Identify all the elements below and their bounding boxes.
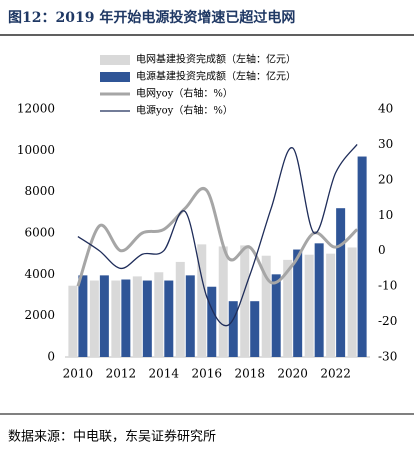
bar bbox=[326, 253, 336, 357]
y-tick-label: 10000 bbox=[17, 143, 55, 157]
bar bbox=[283, 259, 293, 357]
legend-label: 电源基建投资完成额（左轴：亿元） bbox=[136, 70, 296, 83]
y-tick-label: 2000 bbox=[24, 308, 55, 322]
y-tick-label: 4000 bbox=[24, 267, 55, 281]
legend-swatch bbox=[100, 55, 130, 65]
legend-label: 电网yoy（右轴：%） bbox=[136, 87, 233, 100]
x-tick-label: 2014 bbox=[149, 367, 180, 381]
bar bbox=[271, 274, 281, 357]
bar bbox=[89, 280, 99, 357]
bar bbox=[78, 275, 88, 357]
bar bbox=[347, 247, 357, 357]
y-tick-label: 8000 bbox=[24, 184, 55, 198]
bar bbox=[357, 156, 367, 357]
bar bbox=[314, 243, 324, 357]
y2-tick-label: 30 bbox=[378, 137, 393, 151]
legend-label: 电源yoy（右轴：%） bbox=[136, 104, 233, 117]
bar bbox=[240, 245, 250, 357]
y-tick-label: 0 bbox=[47, 350, 55, 364]
y2-tick-label: -20 bbox=[378, 314, 397, 328]
bar bbox=[218, 246, 228, 357]
x-tick-label: 2012 bbox=[106, 367, 137, 381]
bar bbox=[336, 208, 346, 357]
y2-tick-label: 20 bbox=[378, 172, 393, 186]
bar bbox=[68, 285, 78, 357]
y2-tick-label: 0 bbox=[378, 243, 386, 257]
bar bbox=[207, 286, 217, 357]
legend-swatch bbox=[100, 72, 130, 82]
y2-tick-label: -10 bbox=[378, 279, 397, 293]
bar bbox=[142, 280, 152, 357]
line bbox=[77, 144, 358, 327]
bar bbox=[293, 249, 303, 357]
y-tick-label: 12000 bbox=[17, 102, 55, 116]
x-tick-label: 2022 bbox=[320, 367, 351, 381]
legend-label: 电网基建投资完成额（左轴：亿元） bbox=[136, 53, 296, 66]
y2-tick-label: -30 bbox=[378, 350, 397, 364]
bar bbox=[111, 280, 121, 357]
line bbox=[76, 187, 359, 287]
bar bbox=[132, 276, 142, 357]
bar bbox=[99, 275, 109, 357]
bar bbox=[228, 301, 238, 357]
y2-tick-label: 40 bbox=[378, 102, 393, 116]
source-note: 数据来源：中电联，东吴证券研究所 bbox=[8, 429, 216, 445]
bar bbox=[261, 255, 271, 357]
x-tick-label: 2016 bbox=[191, 367, 222, 381]
chart-title: 图12：2019 年开始电源投资增速已超过电网 bbox=[8, 9, 295, 26]
bar bbox=[164, 280, 174, 357]
x-tick-label: 2020 bbox=[277, 367, 308, 381]
bar bbox=[185, 275, 195, 357]
bar bbox=[250, 301, 260, 357]
x-tick-label: 2018 bbox=[234, 367, 265, 381]
bar bbox=[154, 272, 164, 357]
bar bbox=[304, 254, 314, 357]
y-tick-label: 6000 bbox=[24, 226, 55, 240]
bar bbox=[197, 244, 207, 357]
bar bbox=[175, 261, 185, 357]
x-tick-label: 2010 bbox=[63, 367, 94, 381]
bar bbox=[121, 279, 131, 357]
y2-tick-label: 10 bbox=[378, 208, 393, 222]
